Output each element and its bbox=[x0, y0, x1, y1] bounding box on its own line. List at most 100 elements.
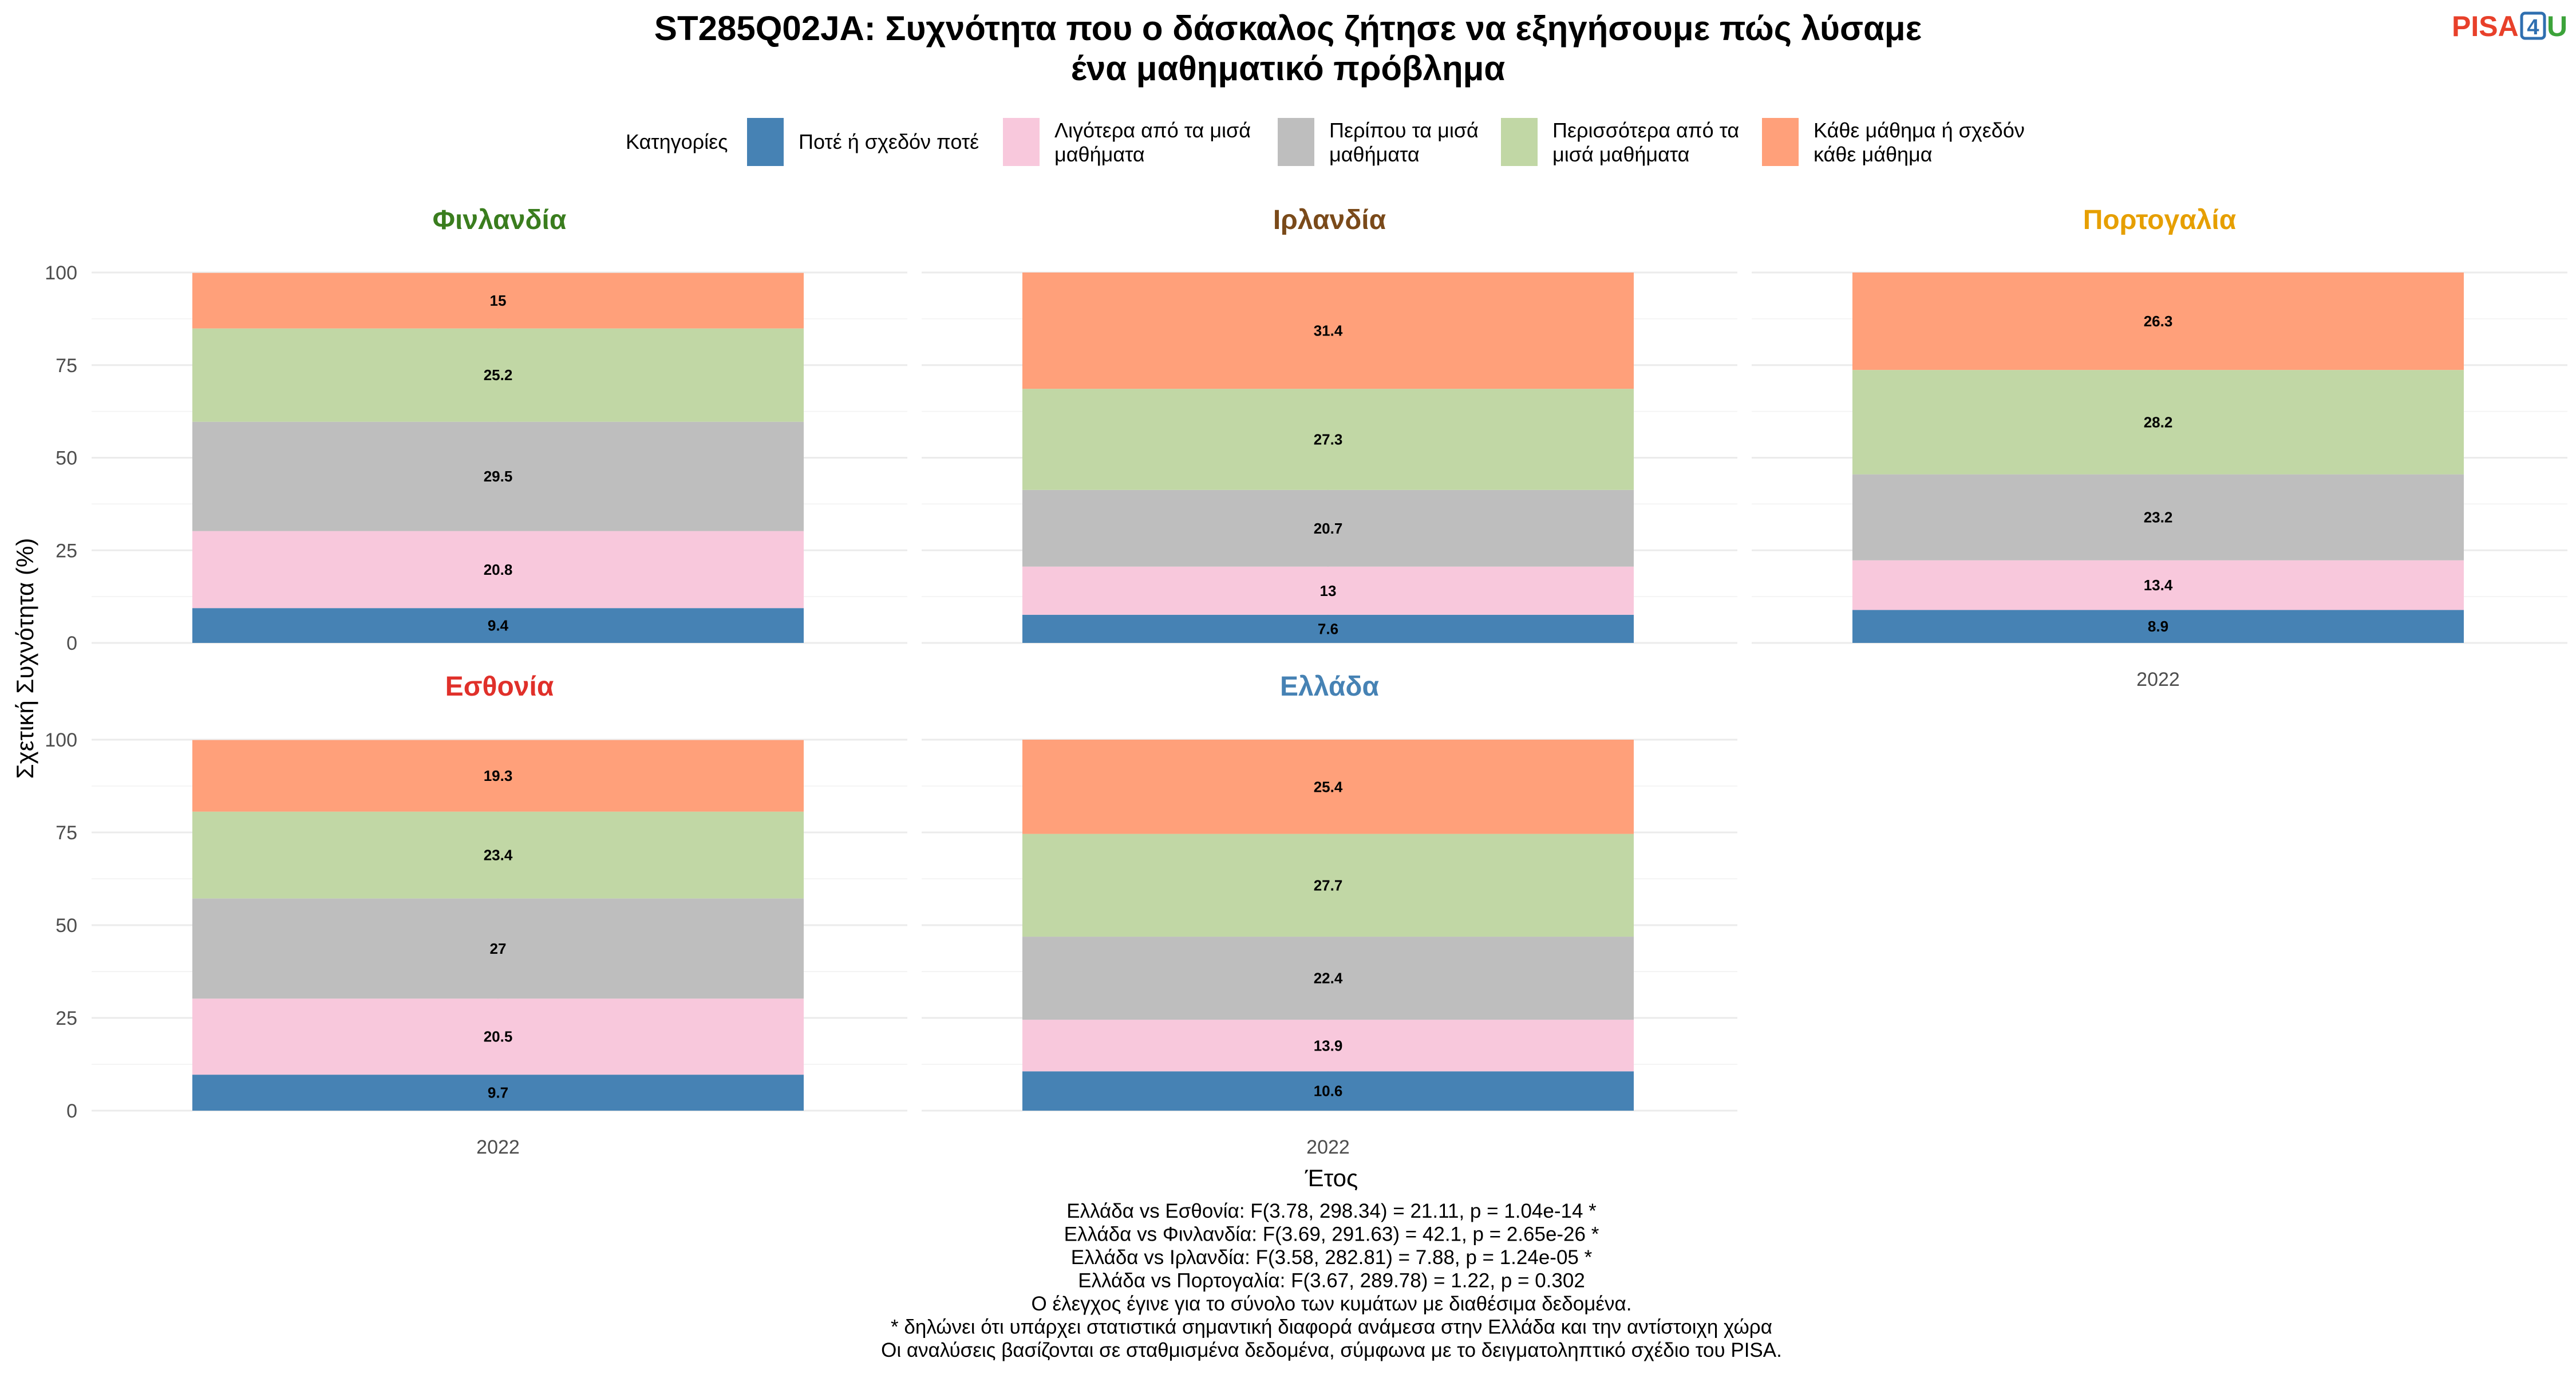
panel-3: Πορτογαλία 8.9 13.4 23.2 28.2 26.3 2022 bbox=[1752, 205, 2567, 690]
legend-key-5 bbox=[1762, 118, 1799, 166]
y-tick-label: 50 bbox=[56, 448, 77, 469]
logo-text-pisa: PISA bbox=[2452, 10, 2519, 42]
y-tick-label: 25 bbox=[56, 540, 77, 562]
footnote-line-7: Οι αναλύσεις βασίζονται σε σταθμισμένα δ… bbox=[881, 1339, 1782, 1361]
data-label: 9.7 bbox=[488, 1084, 508, 1101]
panel-4: Εσθονία 0 25 50 75 100 9.7 20.5 27 23.4 19.3 2022 bbox=[45, 672, 907, 1158]
footnote-line-4: Ελλάδα vs Πορτογαλία: F(3.67, 289.78) = … bbox=[1078, 1270, 1585, 1292]
bar-segment bbox=[192, 811, 804, 899]
panel-2: Ιρλανδία 7.6 13 20.7 27.3 31.4 bbox=[922, 205, 1737, 644]
legend-label-3-line-2: μαθήματα bbox=[1329, 143, 1420, 166]
bar-segment bbox=[1022, 389, 1634, 490]
legend-label-4-line-2: μισά μαθήματα bbox=[1552, 143, 1689, 166]
panel-5: Ελλάδα 10.6 13.9 22.4 27.7 25.4 2022 bbox=[922, 672, 1737, 1158]
bar-segment bbox=[1852, 273, 2464, 370]
bar-segment bbox=[192, 608, 804, 643]
bar-segment bbox=[1022, 740, 1634, 834]
data-label: 13.4 bbox=[2144, 577, 2173, 594]
panel-title-4: Εσθονία bbox=[445, 672, 554, 702]
data-label: 31.4 bbox=[1314, 322, 1343, 339]
data-label: 25.4 bbox=[1314, 778, 1343, 795]
bar-segment bbox=[1852, 560, 2464, 610]
bar-segment bbox=[1022, 566, 1634, 615]
legend-title: Κατηγορίες bbox=[626, 130, 728, 153]
y-tick-label: 100 bbox=[45, 729, 77, 751]
chart-panels: Φινλανδία 0 25 50 75 100 9.4 20.8 29.5 25.2 15 Ιρλα… bbox=[45, 205, 2567, 1158]
legend-key-2 bbox=[1003, 118, 1040, 166]
panel-title-2: Ιρλανδία bbox=[1273, 205, 1386, 235]
bar-segment bbox=[1852, 370, 2464, 475]
bar-segment bbox=[192, 273, 804, 329]
footnote-line-2: Ελλάδα vs Φινλανδία: F(3.69, 291.63) = 4… bbox=[1064, 1223, 1599, 1246]
data-label: 13.9 bbox=[1314, 1037, 1343, 1054]
data-label: 8.9 bbox=[2148, 618, 2168, 635]
y-tick-label: 50 bbox=[56, 915, 77, 937]
legend-label-5-line-1: Κάθε μάθημα ή σχεδόν bbox=[1814, 119, 2025, 142]
bar-segment bbox=[1022, 834, 1634, 937]
legend-label-1-line-1: Ποτέ ή σχεδόν ποτέ bbox=[799, 130, 979, 153]
data-label: 22.4 bbox=[1314, 970, 1343, 987]
data-label: 23.4 bbox=[484, 847, 513, 864]
x-axis-title: Έτος bbox=[1305, 1164, 1358, 1191]
x-tick-label: 2022 bbox=[2136, 669, 2180, 690]
x-tick-label: 2022 bbox=[476, 1136, 520, 1158]
legend-key-3 bbox=[1278, 118, 1314, 166]
legend-label-4-line-1: Περισσότερα από τα bbox=[1552, 119, 1739, 142]
bar-segment bbox=[1022, 937, 1634, 1020]
legend: Κατηγορίες Ποτέ ή σχεδόν ποτέ Λιγότερα από… bbox=[626, 118, 2025, 166]
legend-label-2-line-1: Λιγότερα από τα μισά bbox=[1054, 119, 1251, 142]
pisa4u-logo: PISA 4 U bbox=[2452, 10, 2567, 42]
panel-1: Φινλανδία 0 25 50 75 100 9.4 20.8 29.5 25.2 15 bbox=[45, 205, 907, 654]
y-tick-label: 100 bbox=[45, 262, 77, 284]
bar-segment bbox=[192, 898, 804, 999]
logo-text-4: 4 bbox=[2527, 15, 2539, 40]
data-label: 15 bbox=[490, 292, 507, 309]
footnote-line-1: Ελλάδα vs Εσθονία: F(3.78, 298.34) = 21.… bbox=[1066, 1200, 1597, 1222]
data-label: 27.7 bbox=[1314, 876, 1343, 894]
data-label: 26.3 bbox=[2144, 313, 2173, 330]
logo-text-u: U bbox=[2547, 10, 2567, 42]
panel-title-3: Πορτογαλία bbox=[2083, 205, 2237, 235]
footnote-line-6: * δηλώνει ότι υπάρχει στατιστικά σημαντι… bbox=[891, 1316, 1772, 1339]
bar-segment bbox=[192, 998, 804, 1075]
data-label: 27.3 bbox=[1314, 431, 1343, 448]
bar-segment bbox=[1022, 273, 1634, 389]
data-label: 10.6 bbox=[1314, 1083, 1343, 1100]
bar-segment bbox=[192, 740, 804, 812]
y-tick-label: 25 bbox=[56, 1008, 77, 1029]
data-label: 28.2 bbox=[2144, 413, 2173, 431]
data-label: 25.2 bbox=[484, 366, 513, 384]
legend-key-4 bbox=[1501, 118, 1538, 166]
footnote-line-5: Ο έλεγχος έγινε για το σύνολο των κυμάτω… bbox=[1032, 1293, 1632, 1315]
legend-label-2-line-2: μαθήματα bbox=[1054, 143, 1145, 166]
legend-key-1 bbox=[747, 118, 784, 166]
footnote-line-3: Ελλάδα vs Ιρλανδία: F(3.58, 282.81) = 7.… bbox=[1071, 1246, 1593, 1269]
bar-segment bbox=[1022, 1071, 1634, 1111]
data-label: 19.3 bbox=[484, 767, 513, 784]
chart-title-line-1: ST285Q02JA: Συχνότητα που ο δάσκαλος ζήτ… bbox=[654, 9, 1922, 48]
y-tick-label: 75 bbox=[56, 822, 77, 844]
bar-segment bbox=[192, 421, 804, 531]
panel-title-5: Ελλάδα bbox=[1280, 672, 1379, 702]
chart-title: ST285Q02JA: Συχνότητα που ο δάσκαλος ζήτ… bbox=[654, 9, 1922, 88]
x-tick-label: 2022 bbox=[1306, 1136, 1350, 1158]
data-label: 20.7 bbox=[1314, 520, 1343, 537]
logo-box bbox=[2520, 11, 2546, 40]
y-tick-label: 0 bbox=[66, 633, 77, 654]
bar-segment bbox=[192, 531, 804, 609]
legend-label-3-line-1: Περίπου τα μισά bbox=[1329, 119, 1479, 142]
y-axis-title: Σχετική Συχνότητα (%) bbox=[11, 538, 38, 779]
bar-segment bbox=[1022, 1020, 1634, 1072]
data-label: 20.5 bbox=[484, 1028, 513, 1045]
bar-segment bbox=[1022, 489, 1634, 567]
y-tick-label: 0 bbox=[66, 1100, 77, 1122]
bar-segment bbox=[1852, 610, 2464, 643]
data-label: 27 bbox=[490, 940, 507, 957]
footnotes: Ελλάδα vs Εσθονία: F(3.78, 298.34) = 21.… bbox=[881, 1200, 1782, 1361]
data-label: 13 bbox=[1320, 582, 1337, 599]
data-label: 20.8 bbox=[484, 561, 513, 578]
data-label: 9.4 bbox=[488, 617, 509, 634]
data-label: 7.6 bbox=[1318, 620, 1338, 637]
chart-title-line-2: ένα μαθηματικό πρόβλημα bbox=[1071, 49, 1506, 88]
